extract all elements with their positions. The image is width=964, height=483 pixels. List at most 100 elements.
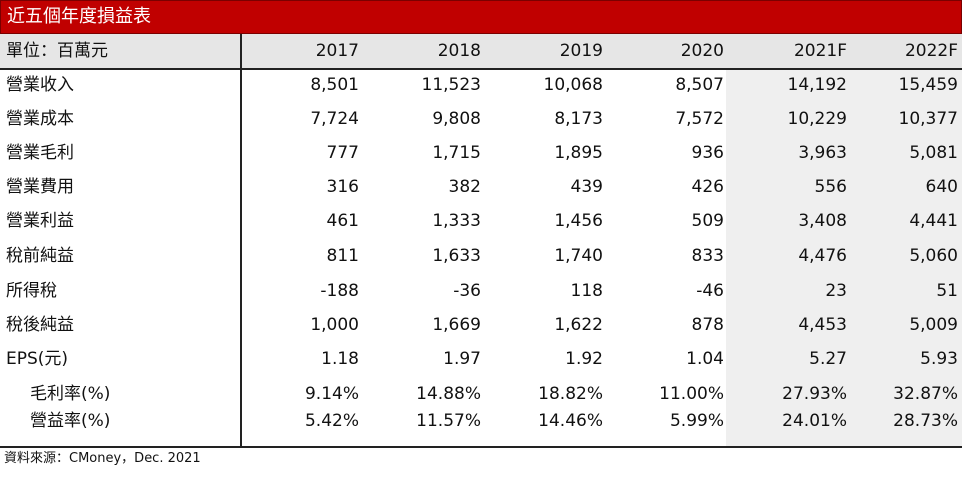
year-header-2021f: 2021F xyxy=(793,41,847,61)
row-value: 5,009 xyxy=(909,315,958,335)
row-value: 1.92 xyxy=(565,349,603,369)
row-label: 營業利益 xyxy=(6,211,74,231)
row-value: 7,724 xyxy=(310,109,359,129)
row-value: 936 xyxy=(691,143,724,163)
row-value: 3,408 xyxy=(798,211,847,231)
row-value: -36 xyxy=(453,281,481,301)
row-value: 4,441 xyxy=(909,211,958,231)
row-label: 毛利率(%) xyxy=(30,384,111,404)
table-row: 營業成本 7,724 9,808 8,173 7,572 10,229 10,377 xyxy=(0,104,962,134)
row-value: 1,740 xyxy=(554,246,603,266)
row-value: 23 xyxy=(825,281,847,301)
year-header-2020: 2020 xyxy=(680,41,724,61)
row-value: 10,229 xyxy=(787,109,847,129)
row-value: 1.97 xyxy=(443,349,481,369)
row-value: 15,459 xyxy=(898,75,958,95)
row-value: 8,501 xyxy=(310,75,359,95)
row-value: 28.73% xyxy=(893,411,958,431)
row-value: -188 xyxy=(320,281,359,301)
row-value: 8,173 xyxy=(554,109,603,129)
row-label: 稅前純益 xyxy=(6,246,74,266)
row-value: 4,476 xyxy=(798,246,847,266)
table-row: 毛利率(%) 9.14% 14.88% 18.82% 11.00% 27.93% 32.87… xyxy=(0,379,962,409)
row-value: 5,081 xyxy=(909,143,958,163)
year-header-2018: 2018 xyxy=(437,41,481,61)
row-value: 1,715 xyxy=(432,143,481,163)
row-value: 878 xyxy=(691,315,724,335)
row-value: 8,507 xyxy=(675,75,724,95)
row-value: 118 xyxy=(570,281,603,301)
row-value: 18.82% xyxy=(538,384,603,404)
row-value: 14,192 xyxy=(787,75,847,95)
row-value: 5.93 xyxy=(920,349,958,369)
row-value: 4,453 xyxy=(798,315,847,335)
row-value: 426 xyxy=(691,177,724,197)
unit-label: 單位：百萬元 xyxy=(6,41,108,61)
row-value: 10,377 xyxy=(898,109,958,129)
year-header-2017: 2017 xyxy=(315,41,359,61)
row-value: 1,622 xyxy=(554,315,603,335)
table-row: EPS(元) 1.18 1.97 1.92 1.04 5.27 5.93 xyxy=(0,344,962,374)
row-value: 777 xyxy=(326,143,359,163)
table-bottom-border xyxy=(0,446,962,448)
row-label: EPS(元) xyxy=(6,349,69,369)
row-value: 1,456 xyxy=(554,211,603,231)
row-value: 461 xyxy=(326,211,359,231)
row-value: 9.14% xyxy=(304,384,359,404)
row-label: 營業費用 xyxy=(6,177,74,197)
table-title: 近五個年度損益表 xyxy=(7,6,151,27)
row-value: 811 xyxy=(326,246,359,266)
row-value: 10,068 xyxy=(543,75,603,95)
row-value: 382 xyxy=(448,177,481,197)
row-label: 營業收入 xyxy=(6,75,74,95)
row-label: 營業毛利 xyxy=(6,143,74,163)
label-column-divider xyxy=(240,34,242,447)
row-value: 640 xyxy=(925,177,958,197)
row-label: 稅後純益 xyxy=(6,315,74,335)
table-row: 營業利益 461 1,333 1,456 509 3,408 4,441 xyxy=(0,206,962,236)
row-value: 1,333 xyxy=(432,211,481,231)
row-value: 5,060 xyxy=(909,246,958,266)
row-value: 11.00% xyxy=(659,384,724,404)
row-label: 所得稅 xyxy=(6,281,57,301)
row-label: 營益率(%) xyxy=(30,411,111,431)
row-value: 509 xyxy=(691,211,724,231)
row-value: 1.18 xyxy=(321,349,359,369)
source-note: 資料來源：CMoney，Dec. 2021 xyxy=(4,451,201,466)
table-row: 營業毛利 777 1,715 1,895 936 3,963 5,081 xyxy=(0,138,962,168)
table-row: 稅前純益 811 1,633 1,740 833 4,476 5,060 xyxy=(0,241,962,271)
row-value: 51 xyxy=(936,281,958,301)
row-value: 833 xyxy=(691,246,724,266)
year-header-2019: 2019 xyxy=(559,41,603,61)
row-value: 5.27 xyxy=(809,349,847,369)
table-row: 營業收入 8,501 11,523 10,068 8,507 14,192 15,459 xyxy=(0,70,962,100)
row-value: 7,572 xyxy=(675,109,724,129)
row-value: 11,523 xyxy=(421,75,481,95)
row-value: 1.04 xyxy=(686,349,724,369)
row-value: 316 xyxy=(326,177,359,197)
row-value: 5.42% xyxy=(304,411,359,431)
row-value: 14.88% xyxy=(416,384,481,404)
row-value: 5.99% xyxy=(669,411,724,431)
row-value: 1,895 xyxy=(554,143,603,163)
table-header-row: 單位：百萬元 2017 2018 2019 2020 2021F 2022F xyxy=(0,34,962,70)
row-value: 24.01% xyxy=(782,411,847,431)
table-row: 營益率(%) 5.42% 11.57% 14.46% 5.99% 24.01% 28.73% xyxy=(0,406,962,436)
row-value: 439 xyxy=(570,177,603,197)
table-row: 所得稅 -188 -36 118 -46 23 51 xyxy=(0,276,962,306)
row-value: 11.57% xyxy=(416,411,481,431)
row-value: 27.93% xyxy=(782,384,847,404)
row-value: -46 xyxy=(696,281,724,301)
row-value: 1,669 xyxy=(432,315,481,335)
row-value: 1,633 xyxy=(432,246,481,266)
table-row: 稅後純益 1,000 1,669 1,622 878 4,453 5,009 xyxy=(0,310,962,340)
row-value: 9,808 xyxy=(432,109,481,129)
row-value: 32.87% xyxy=(893,384,958,404)
row-label: 營業成本 xyxy=(6,109,74,129)
row-value: 3,963 xyxy=(798,143,847,163)
row-value: 1,000 xyxy=(310,315,359,335)
row-value: 556 xyxy=(814,177,847,197)
table-title-bar: 近五個年度損益表 xyxy=(0,0,962,34)
year-header-2022f: 2022F xyxy=(904,41,958,61)
forecast-shading xyxy=(726,70,962,446)
